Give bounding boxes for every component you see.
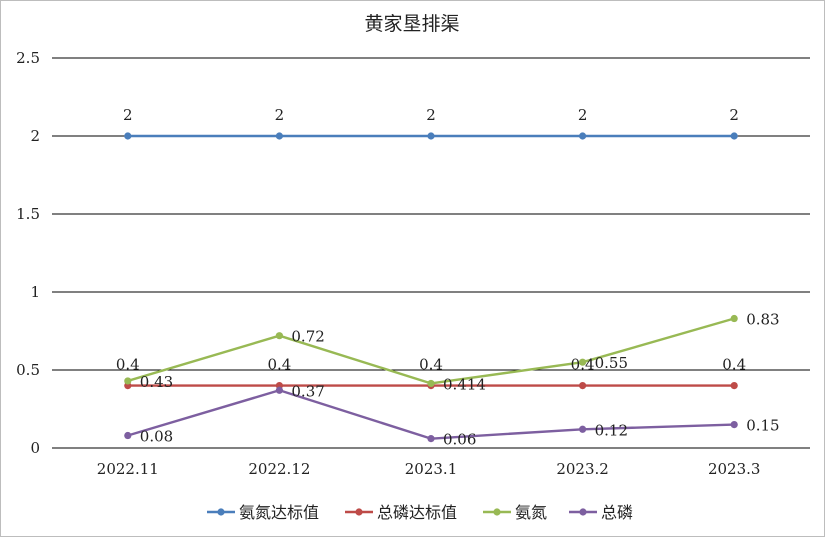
data-point [579, 132, 587, 140]
data-point [730, 421, 738, 429]
series-group [124, 132, 738, 443]
data-label: 2 [123, 106, 133, 124]
data-label: 0.4 [116, 356, 140, 374]
x-axis-tick-labels: 2022.11 2022.12 2023.1 2023.2 2023.3 [97, 460, 761, 478]
x-tick-label: 2022.12 [248, 460, 310, 478]
y-tick-label: 1.5 [16, 205, 40, 223]
data-point [124, 132, 132, 140]
y-tick-label: 2.5 [16, 49, 40, 67]
data-label: 0.4 [722, 356, 746, 374]
data-label: 0.4 [267, 356, 291, 374]
data-label: 2 [426, 106, 436, 124]
data-labels: 2 2 2 2 20.4 0.4 0.4 0.4 0.40.430.720.4140.550.8… [116, 106, 780, 449]
data-point [275, 132, 283, 140]
data-point [579, 382, 587, 390]
y-axis-tick-labels: 0 0.5 1 1.5 2 2.5 [16, 49, 40, 457]
legend-label: 总磷达标值 [377, 503, 457, 522]
data-point [275, 386, 283, 394]
data-point [427, 132, 435, 140]
data-point [730, 382, 738, 390]
y-tick-label: 2 [30, 127, 40, 145]
data-label: 2 [275, 106, 285, 124]
data-point [579, 358, 587, 366]
data-point [730, 314, 738, 323]
legend-item: 氨氮达标值 [207, 503, 319, 522]
y-tick-label: 0 [30, 439, 40, 457]
data-label: 0.83 [746, 311, 779, 329]
legend: 氨氮达标值 总磷达标值 氨氮 总磷 [207, 503, 633, 522]
data-label: 0.15 [746, 417, 779, 435]
x-tick-label: 2022.11 [97, 460, 159, 478]
data-label: 0.08 [140, 428, 173, 446]
series-line-3 [127, 389, 735, 440]
data-label: 0.06 [443, 431, 476, 449]
legend-item: 氨氮 [483, 503, 547, 522]
data-label: 0.72 [291, 328, 324, 346]
legend-swatch-marker [217, 508, 225, 516]
x-tick-label: 2023.3 [708, 460, 761, 478]
data-label: 0.4 [571, 356, 595, 374]
legend-item: 总磷达标值 [345, 503, 457, 522]
legend-label: 总磷 [601, 503, 633, 522]
legend-label: 氨氮达标值 [239, 503, 319, 522]
data-label: 2 [578, 106, 588, 124]
data-point [124, 431, 132, 440]
legend-label: 氨氮 [515, 503, 547, 522]
data-label: 0.414 [443, 375, 486, 393]
data-label: 2 [729, 106, 739, 124]
data-point [579, 425, 587, 433]
x-tick-label: 2023.1 [405, 460, 458, 478]
data-label: 0.12 [595, 421, 628, 439]
chart-title: 黄家垦排渠 [364, 13, 459, 35]
y-tick-label: 1 [30, 283, 40, 301]
data-label: 0.37 [291, 382, 324, 400]
data-point [124, 377, 132, 385]
x-tick-label: 2023.2 [556, 460, 609, 478]
data-point [730, 132, 738, 140]
data-point [427, 435, 435, 443]
data-point [427, 379, 435, 388]
legend-swatch-marker [493, 508, 501, 516]
data-point [275, 332, 283, 340]
legend-swatch-marker [355, 508, 363, 516]
legend-swatch-marker [579, 508, 587, 516]
legend-item: 总磷 [569, 503, 633, 522]
data-label: 0.55 [595, 354, 628, 372]
series-line-2 [127, 317, 735, 385]
y-tick-label: 0.5 [16, 361, 40, 379]
data-label: 0.43 [140, 373, 173, 391]
data-label: 0.4 [419, 356, 443, 374]
